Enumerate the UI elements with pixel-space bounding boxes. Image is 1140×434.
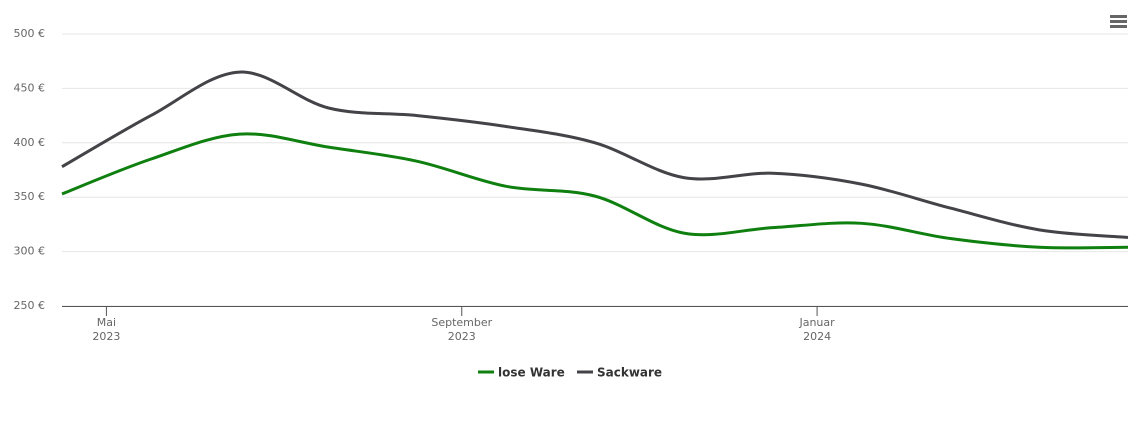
menu-bar [1110,15,1127,18]
menu-bar [1110,20,1127,23]
legend-text[interactable]: lose Ware [498,366,565,380]
y-tick-label: 300 € [14,245,46,258]
y-tick-label: 350 € [14,190,46,203]
x-tick-label: Januar [798,316,835,329]
series-line [61,70,1129,239]
x-tick-label: September [431,316,492,329]
y-tick-label: 500 € [14,27,46,40]
x-tick-year: 2023 [92,330,120,343]
y-tick-label: 450 € [14,81,46,94]
menu-button[interactable] [1110,15,1127,28]
x-tick-year: 2023 [448,330,476,343]
x-tick-year: 2024 [803,330,831,343]
legend-text[interactable]: Sackware [597,366,662,380]
menu-bar [1110,25,1127,28]
x-tick-label: Mai [97,316,116,329]
series-line [61,132,1129,250]
y-tick-label: 400 € [14,136,46,149]
y-tick-label: 250 € [14,299,46,312]
